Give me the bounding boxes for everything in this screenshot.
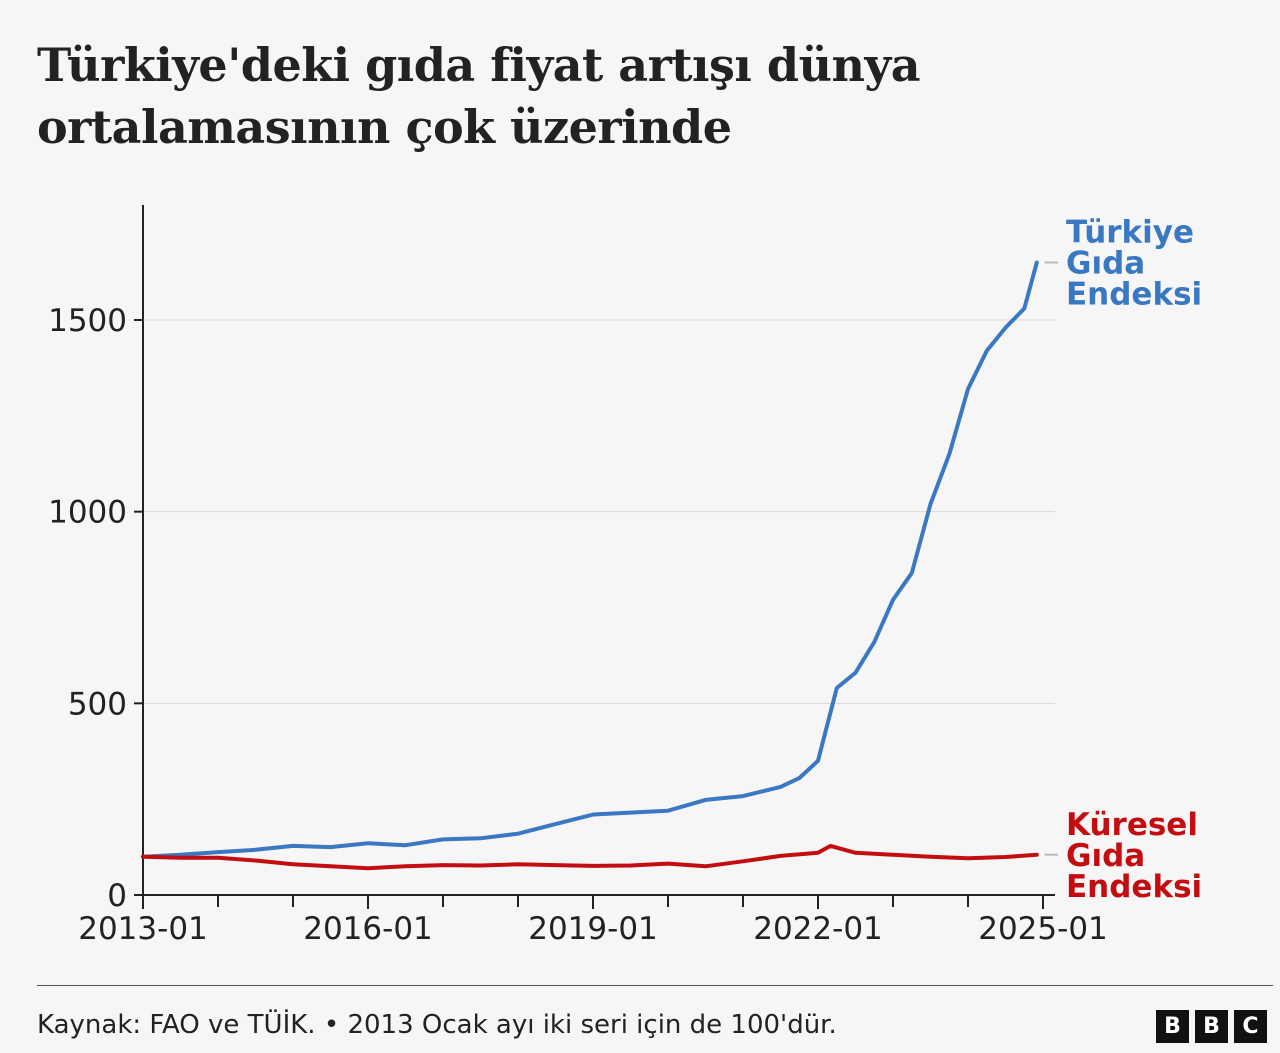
x-tick-label: 2019-01 bbox=[528, 911, 658, 947]
gridlines bbox=[143, 319, 1055, 704]
y-tick-label: 0 bbox=[107, 878, 127, 914]
series-line-0 bbox=[141, 260, 1039, 859]
series-label: Endeksi bbox=[1066, 869, 1202, 905]
series-label: Türkiye bbox=[1066, 215, 1194, 251]
y-tick-label: 1500 bbox=[48, 303, 127, 339]
bbc-logo-letter: C bbox=[1234, 1010, 1267, 1043]
bbc-logo-letter: B bbox=[1156, 1010, 1189, 1043]
chart-title: Türkiye'deki gıda fiyat artışı dünya ort… bbox=[37, 38, 921, 154]
x-tick-label: 2025-01 bbox=[978, 911, 1108, 947]
y-tick-label: 500 bbox=[68, 686, 127, 722]
source-note: Kaynak: FAO ve TÜİK. • 2013 Ocak ayı iki… bbox=[37, 1010, 837, 1040]
y-tick-label: 1000 bbox=[48, 495, 127, 531]
series-label: Küresel bbox=[1066, 807, 1198, 843]
x-tick-label: 2016-01 bbox=[303, 911, 433, 947]
series-line-1 bbox=[141, 843, 1039, 871]
bbc-logo-letter: B bbox=[1195, 1010, 1228, 1043]
series-lines bbox=[141, 260, 1039, 871]
footer-divider bbox=[37, 985, 1273, 986]
line-chart: 0 500 1000 1500 2013-01 2016-01 2019-01 2022-0… bbox=[48, 205, 1202, 947]
bbc-logo: B B C bbox=[1156, 1010, 1267, 1043]
y-axis-ticks: 0 500 1000 1500 bbox=[48, 205, 144, 914]
series-label: Gıda bbox=[1066, 246, 1145, 282]
series-label: Endeksi bbox=[1066, 277, 1202, 313]
x-tick-label: 2013-01 bbox=[78, 911, 208, 947]
x-tick-label: 2022-01 bbox=[753, 911, 883, 947]
x-axis-ticks: 2013-01 2016-01 2019-01 2022-01 2025-01 bbox=[78, 894, 1108, 947]
series-label: Gıda bbox=[1066, 838, 1145, 874]
